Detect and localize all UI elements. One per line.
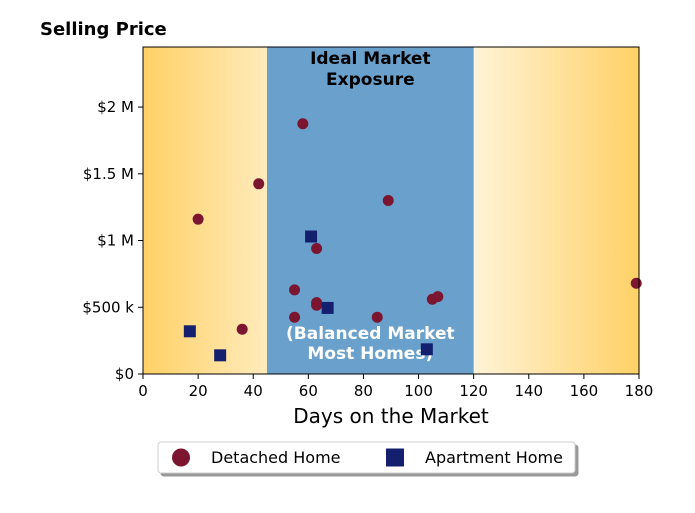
x-tick-label: 60 <box>299 382 318 400</box>
x-tick-label: 140 <box>514 382 543 400</box>
annotation-line: (Balanced Market <box>286 324 455 344</box>
y-tick-label: $1 M <box>97 232 134 250</box>
x-tick-label: 0 <box>138 382 148 400</box>
y-axis: $0 $500 k $1 M $1.5 M $2 M <box>82 98 143 383</box>
y-tick-label: $0 <box>115 365 134 383</box>
apartment-home-point <box>183 325 196 338</box>
y-tick-label: $1.5 M <box>83 165 134 183</box>
legend-box <box>157 441 576 474</box>
annotation-line: Exposure <box>326 70 415 90</box>
plot-frame <box>142 46 640 375</box>
apartment-home-point <box>214 349 227 362</box>
detached-home-point <box>630 277 642 289</box>
detached-home-point <box>289 284 301 296</box>
data-points <box>183 118 642 362</box>
x-tick-label: 160 <box>570 382 599 400</box>
legend-label-apartment: Apartment Home <box>425 448 563 467</box>
chart-title: Selling Price <box>40 19 167 40</box>
detached-home-point <box>311 297 323 309</box>
x-tick-label: 40 <box>244 382 263 400</box>
y-tick-label: $2 M <box>97 98 134 116</box>
x-tick-label: 180 <box>625 382 654 400</box>
detached-home-point <box>371 311 383 323</box>
x-axis-label: Days on the Market <box>293 404 489 428</box>
apartment-home-point <box>305 230 318 243</box>
legend-marker-detached <box>172 448 190 467</box>
apartment-home-point <box>321 301 334 314</box>
legend-marker-apartment <box>386 448 404 467</box>
legend: Detached Home Apartment Home <box>157 441 576 474</box>
x-tick-label: 20 <box>189 382 208 400</box>
detached-home-point <box>253 178 265 190</box>
annotation-line: Ideal Market <box>310 49 431 69</box>
detached-home-point <box>432 291 444 303</box>
detached-home-point <box>289 311 301 323</box>
apartment-home-point <box>420 343 433 356</box>
ideal-exposure-band <box>267 47 474 374</box>
x-tick-label: 100 <box>404 382 433 400</box>
detached-home-point <box>382 194 394 206</box>
x-tick-label: 80 <box>354 382 373 400</box>
detached-home-point <box>236 323 248 335</box>
legend-label-detached: Detached Home <box>211 448 341 467</box>
y-tick-label: $500 k <box>82 298 134 316</box>
detached-home-point <box>297 118 309 130</box>
annotation-line: Most Homes) <box>307 344 433 364</box>
detached-home-point <box>311 243 323 255</box>
detached-home-point <box>192 213 204 225</box>
x-tick-label: 120 <box>459 382 488 400</box>
x-axis: 0 20 40 60 80 100 120 140 160 180 <box>138 374 653 400</box>
